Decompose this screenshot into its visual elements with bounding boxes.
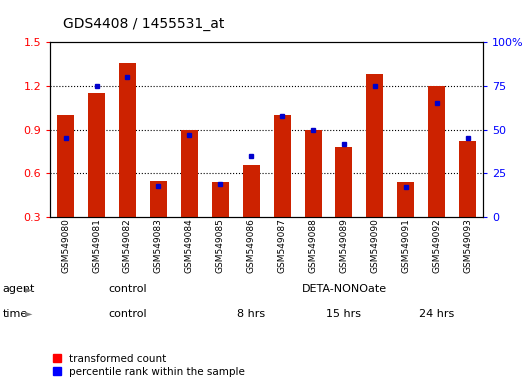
Bar: [150, 180, 167, 261]
Text: control: control: [108, 308, 147, 319]
Legend: transformed count, percentile rank within the sample: transformed count, percentile rank withi…: [53, 354, 246, 377]
Bar: [181, 130, 198, 261]
Bar: [305, 130, 322, 261]
Bar: [397, 182, 414, 261]
Text: ►: ►: [25, 284, 33, 295]
Text: agent: agent: [3, 284, 35, 295]
Bar: [57, 115, 74, 261]
Text: ►: ►: [25, 308, 33, 319]
Bar: [366, 74, 383, 261]
Text: 15 hrs: 15 hrs: [326, 308, 362, 319]
Text: GDS4408 / 1455531_at: GDS4408 / 1455531_at: [63, 17, 225, 31]
Bar: [274, 115, 290, 261]
Text: 8 hrs: 8 hrs: [237, 308, 265, 319]
Bar: [212, 182, 229, 261]
Bar: [335, 147, 353, 261]
Bar: [88, 93, 105, 261]
Text: time: time: [3, 308, 28, 319]
Bar: [243, 165, 260, 261]
Bar: [459, 141, 476, 261]
Text: 24 hrs: 24 hrs: [419, 308, 455, 319]
Text: control: control: [108, 284, 147, 295]
Text: DETA-NONOate: DETA-NONOate: [301, 284, 386, 295]
Bar: [119, 63, 136, 261]
Bar: [428, 86, 445, 261]
